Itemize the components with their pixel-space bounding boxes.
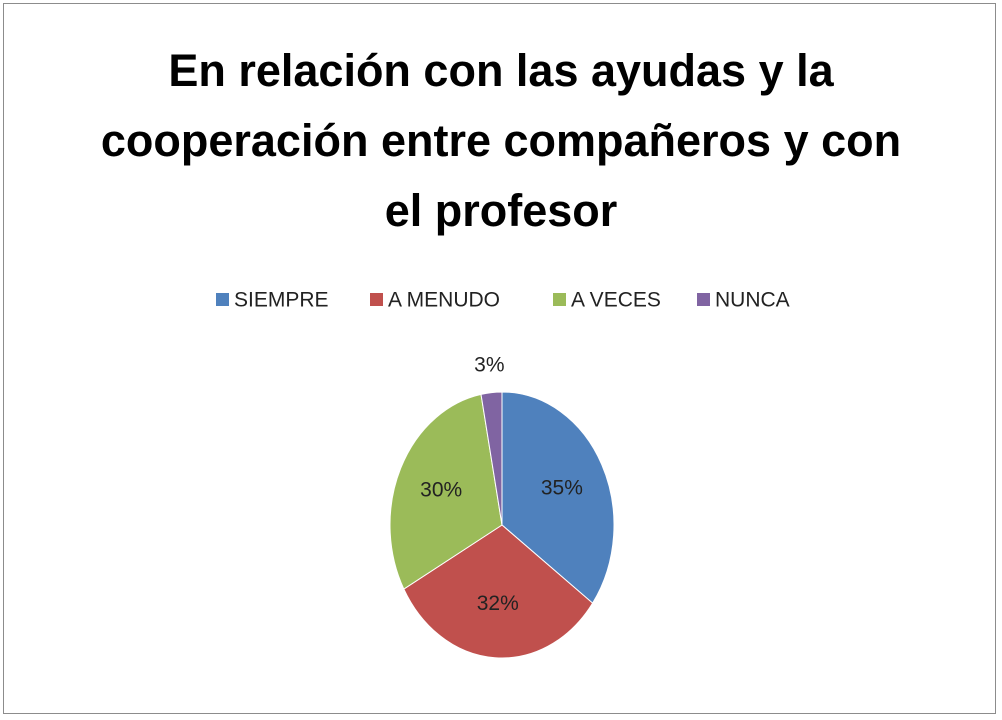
pie-slice — [389, 393, 503, 590]
legend-label: SIEMPRE — [234, 289, 329, 312]
legend-swatch — [216, 293, 229, 306]
pie-slice — [403, 524, 594, 659]
legend-swatch — [553, 293, 566, 306]
data-label: 32% — [477, 592, 519, 615]
chart-frame — [3, 3, 996, 714]
legend-label: A VECES — [571, 289, 661, 312]
data-label: 3% — [474, 354, 504, 377]
legend-label: NUNCA — [715, 289, 790, 312]
data-label: 30% — [420, 479, 462, 502]
chart-title: En relación con las ayudas y la cooperac… — [100, 45, 902, 236]
legend-label: A MENUDO — [388, 289, 500, 312]
legend-swatch — [370, 293, 383, 306]
legend-swatch — [697, 293, 710, 306]
data-label: 35% — [541, 476, 583, 499]
pie-slice — [501, 391, 615, 604]
pie-slice — [480, 391, 503, 526]
